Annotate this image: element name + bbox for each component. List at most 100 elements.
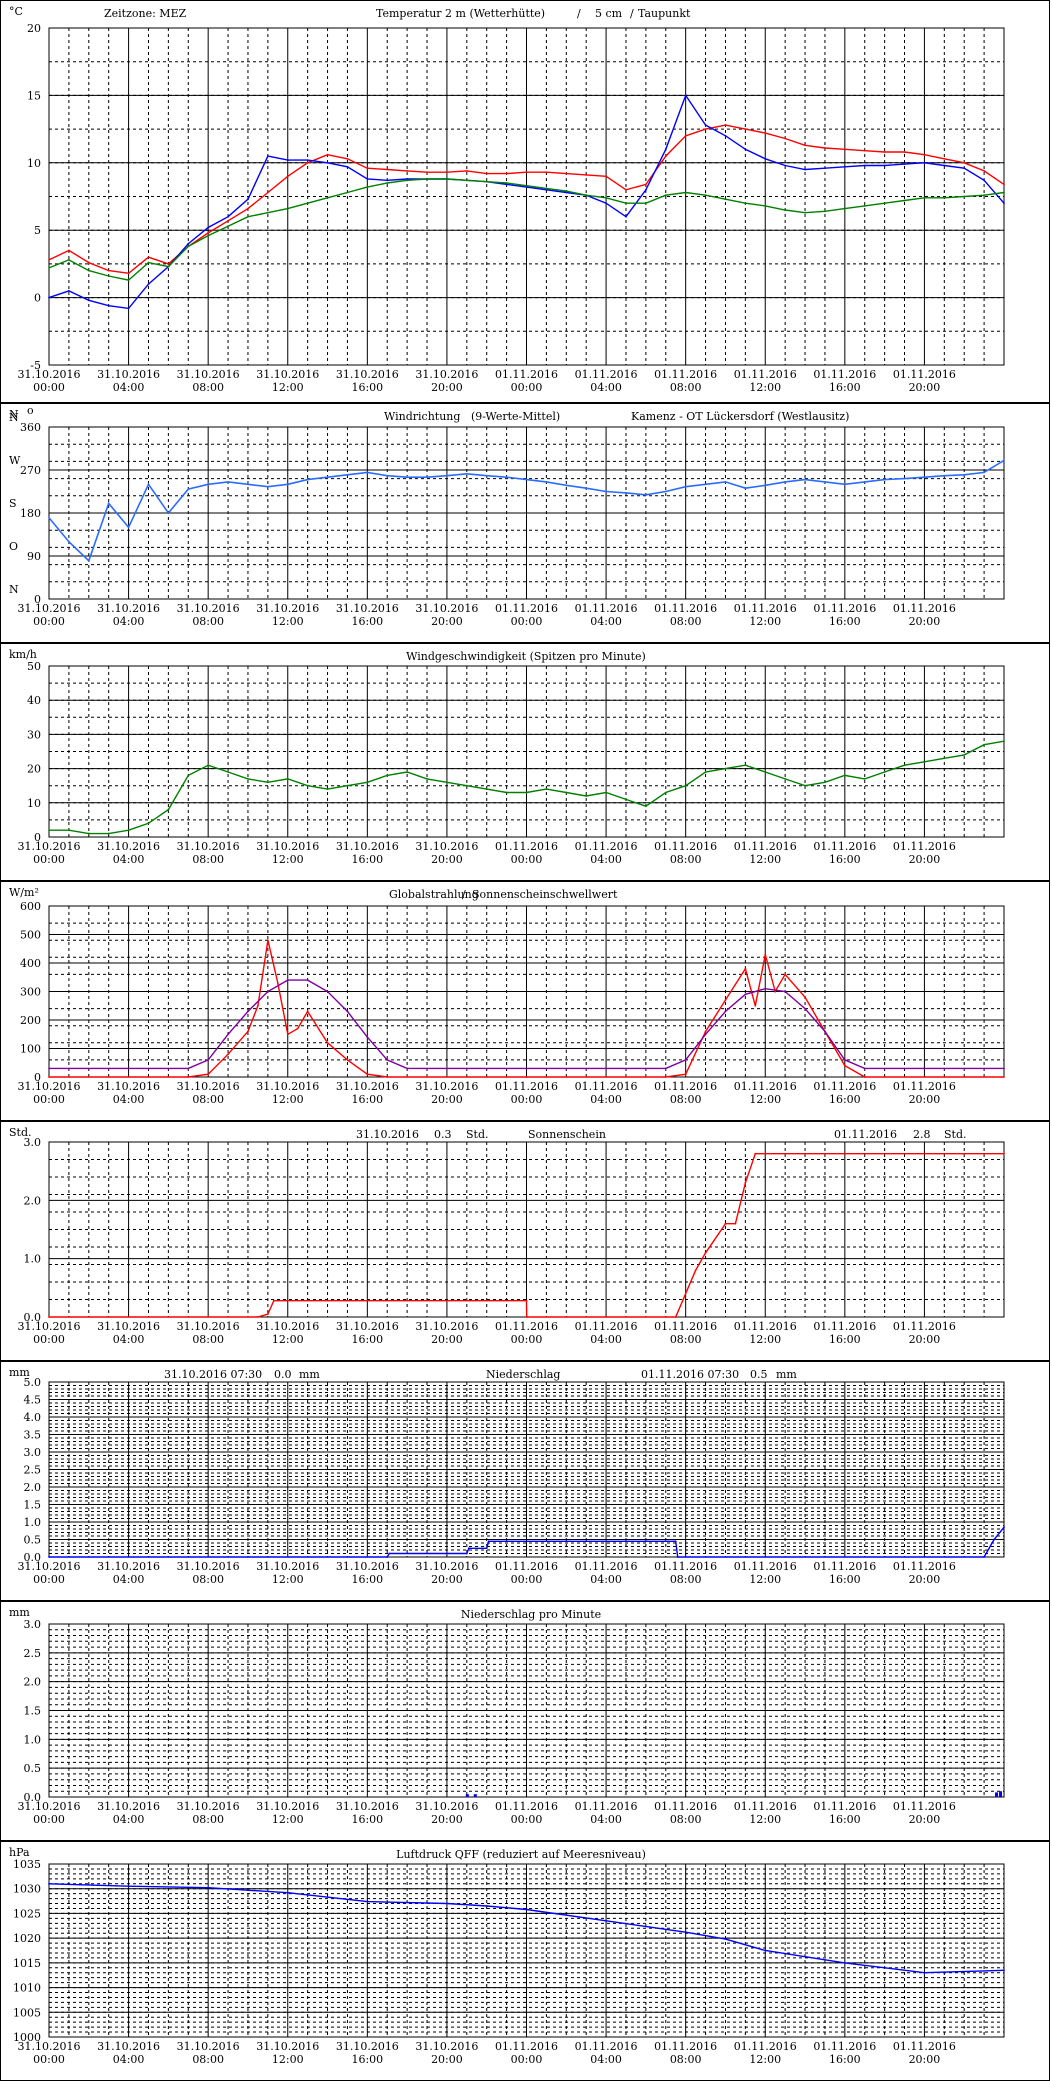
data-point bbox=[227, 225, 229, 228]
data-point bbox=[1003, 740, 1005, 743]
x-tick-time: 00:00 bbox=[511, 1813, 543, 1826]
x-tick-date: 01.11.2016 bbox=[495, 602, 558, 615]
data-point bbox=[127, 526, 130, 529]
x-tick-time: 04:00 bbox=[113, 1573, 145, 1586]
panel-header: Luftdruck QFF (reduziert auf Meeresnivea… bbox=[396, 1848, 646, 1861]
data-point bbox=[247, 215, 249, 218]
x-tick-time: 12:00 bbox=[272, 1813, 304, 1826]
direction-label: N bbox=[9, 411, 19, 424]
data-point bbox=[446, 781, 448, 784]
data-point bbox=[167, 265, 170, 268]
data-point bbox=[664, 155, 667, 157]
data-point bbox=[585, 194, 588, 197]
y-tick-label: 1015 bbox=[13, 1957, 41, 1970]
data-point bbox=[167, 808, 170, 811]
x-tick-time: 20:00 bbox=[431, 1813, 463, 1826]
data-point bbox=[903, 477, 906, 480]
data-point bbox=[446, 178, 448, 180]
x-tick-date: 01.11.2016 bbox=[654, 1320, 717, 1333]
data-point bbox=[525, 184, 528, 187]
data-point bbox=[843, 165, 846, 168]
x-tick-time: 20:00 bbox=[431, 615, 463, 628]
x-tick-date: 31.10.2016 bbox=[415, 1320, 478, 1333]
series-line-0 bbox=[49, 940, 1004, 1078]
x-tick-time: 04:00 bbox=[590, 2053, 622, 2066]
data-point bbox=[664, 194, 667, 197]
data-point bbox=[804, 168, 806, 171]
y-tick-label: 2.0 bbox=[24, 1481, 42, 1494]
data-point bbox=[67, 249, 70, 252]
data-point bbox=[48, 267, 50, 269]
y-unit-label: hPa bbox=[9, 1846, 30, 1859]
data-point bbox=[883, 202, 886, 205]
panel-header: Sonnenscheinschwellwert bbox=[472, 888, 618, 901]
y-tick-label: 180 bbox=[20, 507, 41, 520]
precip-per-minute-chart: 0.0 0.5 1.0 1.5 2.0 2.5 3.0mm Niederschlag pro … bbox=[9, 1606, 1005, 1826]
grid bbox=[49, 1863, 1004, 2038]
data-point bbox=[644, 202, 647, 205]
x-tick-time: 08:00 bbox=[670, 1813, 702, 1826]
data-point bbox=[87, 269, 90, 272]
y-tick-label: 1.0 bbox=[24, 1733, 42, 1746]
data-point bbox=[684, 1059, 687, 1061]
data-point bbox=[326, 196, 329, 199]
y-unit-label: km/h bbox=[9, 648, 37, 661]
x-tick-date: 31.10.2016 bbox=[97, 1560, 160, 1573]
data-point bbox=[764, 205, 767, 207]
data-point bbox=[366, 471, 369, 474]
x-tick-time: 12:00 bbox=[272, 381, 304, 394]
data-point bbox=[366, 178, 369, 180]
temperature-panel: -5 0 5 10 15 20 °C Zeitzone: MEZ Temperatur 2 m … bbox=[0, 0, 1050, 403]
data-point bbox=[48, 258, 50, 261]
data-point bbox=[744, 1181, 747, 1184]
data-point bbox=[983, 169, 986, 172]
y-tick-label: 0.0 bbox=[24, 1551, 42, 1564]
y-tick-label: 2.0 bbox=[24, 1676, 42, 1689]
data-point bbox=[306, 1010, 309, 1013]
x-tick-time: 12:00 bbox=[272, 2053, 304, 2066]
y-tick-label: 3.0 bbox=[24, 1446, 42, 1459]
data-point bbox=[48, 1556, 50, 1558]
data-point bbox=[386, 1556, 389, 1558]
y-tick-label: 2.5 bbox=[24, 1647, 42, 1660]
data-point bbox=[326, 788, 329, 791]
x-tick-time: 12:00 bbox=[749, 1573, 781, 1586]
data-point bbox=[943, 157, 946, 160]
data-point bbox=[485, 474, 488, 477]
data-point bbox=[187, 1067, 190, 1070]
data-point bbox=[346, 1059, 349, 1061]
x-tick-time: 04:00 bbox=[590, 853, 622, 866]
data-point bbox=[227, 219, 229, 222]
x-tick-date: 31.10.2016 bbox=[415, 1800, 478, 1813]
precip-bar bbox=[473, 1794, 477, 1797]
data-point bbox=[346, 157, 349, 160]
x-tick-time: 20:00 bbox=[909, 853, 941, 866]
panel-header: / bbox=[630, 7, 634, 20]
data-point bbox=[388, 1552, 391, 1555]
x-tick-time: 12:00 bbox=[272, 1093, 304, 1106]
panel-header: Std. bbox=[466, 1128, 489, 1141]
data-point bbox=[724, 1222, 727, 1225]
x-tick-date: 31.10.2016 bbox=[336, 1800, 399, 1813]
x-tick-date: 31.10.2016 bbox=[97, 840, 160, 853]
data-point bbox=[824, 481, 826, 483]
data-point bbox=[744, 148, 747, 151]
x-tick-date: 01.11.2016 bbox=[734, 840, 797, 853]
x-tick-time: 20:00 bbox=[431, 1333, 463, 1346]
data-point bbox=[784, 164, 787, 167]
x-tick-time: 00:00 bbox=[33, 1813, 65, 1826]
x-tick-time: 04:00 bbox=[113, 2053, 145, 2066]
x-tick-time: 04:00 bbox=[590, 1813, 622, 1826]
x-tick-time: 08:00 bbox=[192, 1573, 224, 1586]
data-point bbox=[863, 1076, 866, 1078]
data-point bbox=[565, 172, 568, 175]
x-tick-time: 20:00 bbox=[909, 1813, 941, 1826]
grid bbox=[49, 27, 1004, 366]
precip-bar bbox=[465, 1794, 469, 1797]
data-point bbox=[525, 791, 528, 794]
data-point bbox=[784, 973, 787, 976]
x-tick-date: 31.10.2016 bbox=[18, 1800, 81, 1813]
grid bbox=[49, 426, 1004, 600]
data-point bbox=[446, 474, 448, 477]
panel-header: Taupunkt bbox=[638, 7, 691, 20]
